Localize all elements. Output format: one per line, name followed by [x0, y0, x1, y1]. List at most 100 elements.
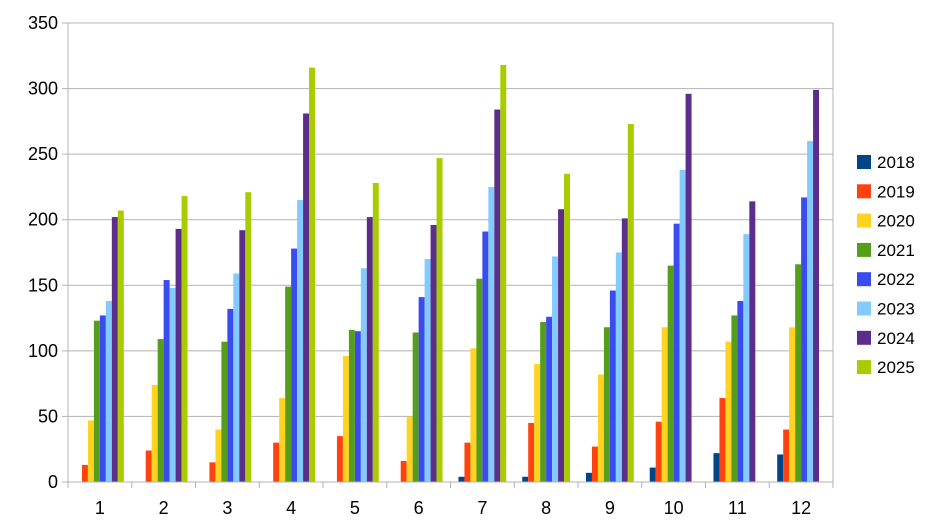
bar	[145, 450, 152, 482]
legend-item: 2022	[857, 270, 915, 289]
x-tick-label: 9	[605, 498, 615, 518]
bar	[105, 301, 112, 482]
bar	[175, 228, 182, 482]
bar	[430, 224, 437, 482]
bar	[546, 316, 553, 482]
legend-swatch	[857, 242, 871, 257]
legend-item: 2019	[857, 182, 915, 201]
bar	[117, 210, 124, 482]
bar	[209, 462, 216, 482]
bar	[673, 223, 680, 483]
bar	[221, 341, 228, 482]
legend-item: 2021	[857, 241, 915, 260]
bar	[412, 332, 419, 482]
bar	[795, 264, 802, 482]
legend-swatch	[857, 184, 871, 199]
bar	[522, 476, 529, 482]
bar	[749, 201, 756, 482]
bar	[801, 197, 808, 483]
legend-swatch	[857, 330, 871, 345]
legend-item: 2024	[857, 329, 915, 348]
x-tick-label: 11	[728, 498, 747, 518]
bar	[273, 442, 280, 482]
bar	[534, 363, 541, 482]
legend-label: 2023	[877, 300, 915, 319]
axes	[62, 22, 834, 488]
legend-swatch	[857, 155, 871, 169]
y-tick-label: 0	[48, 472, 58, 492]
bar	[713, 453, 720, 482]
bar	[667, 265, 674, 482]
bar	[482, 231, 489, 482]
bar	[621, 218, 628, 482]
bar	[597, 374, 604, 482]
y-tick-label: 250	[28, 144, 58, 164]
legend-swatch	[857, 213, 871, 228]
bar	[777, 454, 784, 482]
bar	[743, 234, 750, 482]
legend-swatch	[857, 360, 871, 375]
x-tick-label: 10	[664, 498, 684, 518]
y-tick-labels: 0 50 100 150 200 250 300 350	[28, 13, 58, 492]
bar	[81, 464, 88, 482]
bar	[661, 327, 668, 482]
bar	[655, 421, 662, 482]
bar	[163, 280, 170, 482]
x-tick-label: 12	[791, 498, 811, 518]
legend-label: 2020	[877, 212, 915, 231]
bar	[400, 461, 407, 482]
x-tick-label: 5	[350, 498, 360, 518]
bars	[81, 64, 820, 483]
bar	[424, 259, 431, 482]
legend: 2018 2019 2020 2021 2022 2023 2024 2025	[857, 153, 915, 377]
x-tick-label: 2	[159, 498, 169, 518]
bar	[783, 429, 790, 482]
legend-item: 2023	[857, 300, 915, 319]
legend-label: 2018	[877, 153, 915, 172]
bar	[540, 322, 547, 482]
bar	[354, 331, 361, 482]
bar	[737, 301, 744, 482]
bar	[215, 429, 222, 482]
bar	[488, 186, 495, 482]
bar	[731, 315, 738, 482]
bar	[591, 446, 598, 482]
legend-label: 2025	[877, 358, 915, 377]
bar	[157, 339, 164, 482]
bar	[239, 230, 246, 482]
bar	[406, 416, 413, 482]
bar	[99, 315, 106, 482]
bar	[585, 472, 592, 482]
x-tick-labels: 1 2 3 4 5 6 7 8 9 10 11 12	[95, 498, 811, 518]
bar	[360, 268, 367, 482]
bar	[111, 217, 118, 482]
bar	[528, 422, 535, 482]
bar	[285, 286, 292, 482]
bar	[564, 173, 571, 483]
legend-label: 2021	[877, 241, 915, 260]
bar	[464, 442, 471, 482]
bar	[603, 327, 610, 482]
legend-label: 2024	[877, 329, 915, 348]
legend-item: 2020	[857, 212, 915, 231]
y-tick-label: 200	[28, 210, 58, 230]
bar	[348, 329, 355, 482]
bar	[366, 217, 373, 482]
y-tick-label: 50	[38, 406, 58, 426]
bar	[807, 141, 814, 482]
bar	[93, 320, 100, 482]
x-tick-label: 1	[95, 498, 105, 518]
bar	[309, 67, 316, 483]
bar	[181, 196, 188, 482]
bar	[291, 248, 298, 482]
y-tick-label: 300	[28, 79, 58, 99]
bar	[615, 252, 622, 482]
bar	[436, 158, 443, 482]
legend-item: 2025	[857, 358, 915, 377]
x-tick-label: 4	[286, 498, 296, 518]
bar	[679, 169, 686, 482]
y-tick-label: 350	[28, 13, 58, 33]
bar	[476, 278, 483, 482]
x-tick-label: 7	[477, 498, 487, 518]
bar	[233, 273, 240, 482]
